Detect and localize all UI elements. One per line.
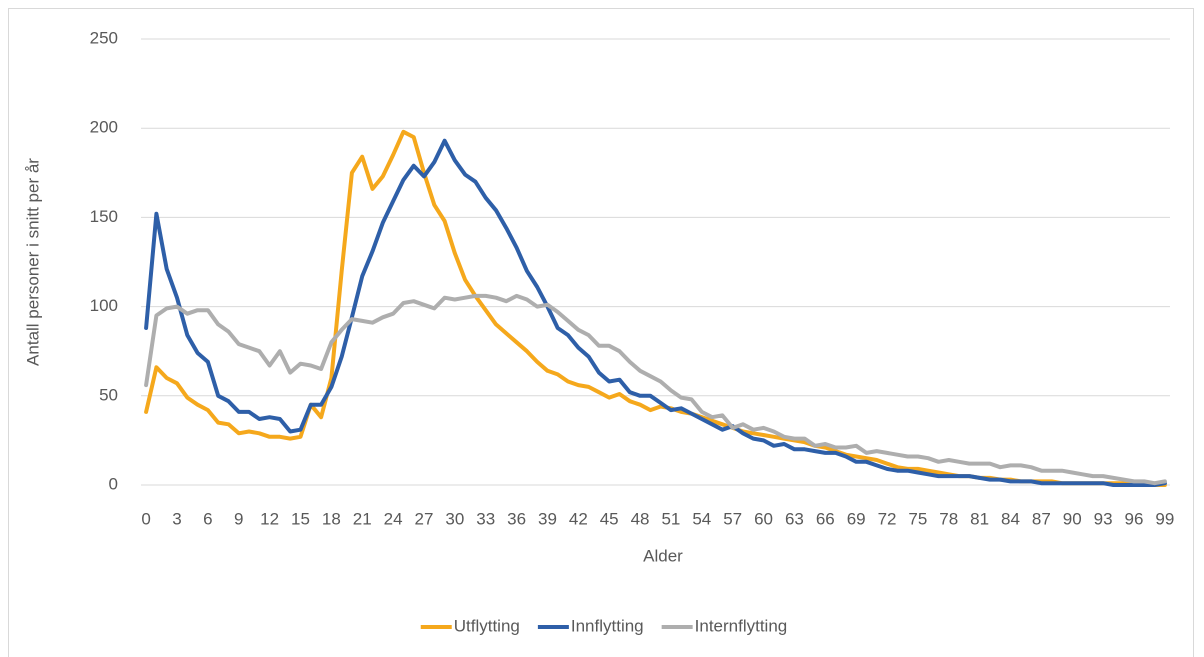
x-tick-label: 57 <box>723 509 742 528</box>
x-tick-label: 72 <box>878 509 897 528</box>
series-line <box>144 138 1167 487</box>
y-tick-label: 0 <box>109 474 118 493</box>
x-axis-title: Alder <box>643 546 683 565</box>
y-tick-label: 150 <box>90 207 118 226</box>
x-tick-label: 42 <box>569 509 588 528</box>
x-tick-label: 81 <box>970 509 989 528</box>
y-tick-label: 100 <box>90 296 118 315</box>
x-tick-label: 99 <box>1155 509 1174 528</box>
y-tick-label: 200 <box>90 118 118 137</box>
x-tick-label: 21 <box>353 509 372 528</box>
x-tick-label: 66 <box>816 509 835 528</box>
x-tick-label: 69 <box>847 509 866 528</box>
x-tick-label: 30 <box>445 509 464 528</box>
x-tick-label: 15 <box>291 509 310 528</box>
x-tick-label: 33 <box>476 509 495 528</box>
x-tick-label: 45 <box>600 509 619 528</box>
legend-label: Internflytting <box>695 616 788 635</box>
x-tick-label: 78 <box>939 509 958 528</box>
x-tick-label: 96 <box>1125 509 1144 528</box>
x-tick-label: 3 <box>172 509 181 528</box>
x-tick-label: 84 <box>1001 509 1020 528</box>
y-tick-label: 250 <box>90 28 118 47</box>
y-tick-label: 50 <box>99 385 118 404</box>
x-tick-label: 9 <box>234 509 243 528</box>
x-tick-label: 39 <box>538 509 557 528</box>
x-tick-label: 12 <box>260 509 279 528</box>
chart-border <box>8 8 1194 657</box>
series-line <box>144 293 1167 486</box>
y-axis-title: Antall personer i snitt per år <box>23 158 42 366</box>
x-tick-label: 24 <box>384 509 403 528</box>
x-tick-label: 60 <box>754 509 773 528</box>
series-line <box>144 129 1167 487</box>
x-tick-label: 63 <box>785 509 804 528</box>
x-tick-label: 36 <box>507 509 526 528</box>
x-tick-label: 0 <box>141 509 150 528</box>
x-tick-label: 54 <box>692 509 711 528</box>
x-tick-label: 51 <box>661 509 680 528</box>
x-tick-label: 18 <box>322 509 341 528</box>
x-tick-label: 48 <box>631 509 650 528</box>
x-tick-label: 27 <box>415 509 434 528</box>
x-tick-label: 90 <box>1063 509 1082 528</box>
x-tick-label: 93 <box>1094 509 1113 528</box>
x-tick-label: 87 <box>1032 509 1051 528</box>
legend-label: Utflytting <box>454 616 520 635</box>
x-tick-label: 75 <box>908 509 927 528</box>
x-tick-label: 6 <box>203 509 212 528</box>
legend-label: Innflytting <box>571 616 644 635</box>
